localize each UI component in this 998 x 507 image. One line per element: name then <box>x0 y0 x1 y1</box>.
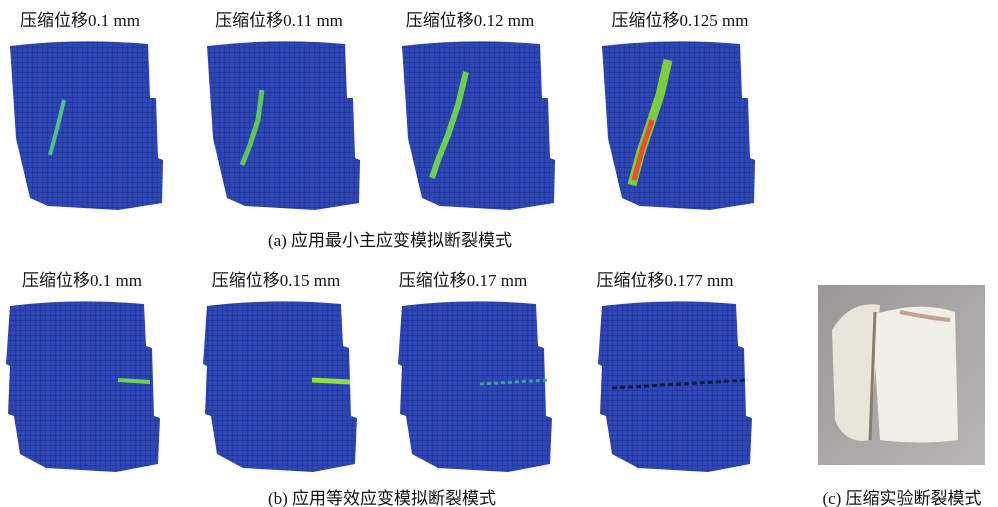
panel-label: 压缩位移0.15 mm <box>212 266 340 291</box>
crack <box>312 380 350 382</box>
panel-label: 压缩位移0.17 mm <box>399 266 527 291</box>
crack <box>118 380 150 382</box>
mesh-row-b <box>6 301 752 472</box>
panel-label: 压缩位移0.1 mm <box>22 266 142 291</box>
figure-graphics <box>0 0 998 507</box>
photo <box>818 285 985 465</box>
caption: (c) 压缩实验断裂模式 <box>822 484 981 507</box>
figure: 压缩位移0.1 mm 压缩位移0.11 mm 压缩位移0.12 mm 压缩位移0… <box>0 0 998 507</box>
caption: (b) 应用等效应变模拟断裂模式 <box>268 484 496 507</box>
panel-label: 压缩位移0.11 mm <box>215 6 343 31</box>
panel-label: 压缩位移0.1 mm <box>20 6 140 31</box>
panel-label: 压缩位移0.12 mm <box>406 6 534 31</box>
caption: (a) 应用最小主应变模拟断裂模式 <box>268 226 512 251</box>
mesh-row-a <box>10 41 755 210</box>
panel-label: 压缩位移0.177 mm <box>597 266 734 291</box>
panel-label: 压缩位移0.125 mm <box>612 6 749 31</box>
